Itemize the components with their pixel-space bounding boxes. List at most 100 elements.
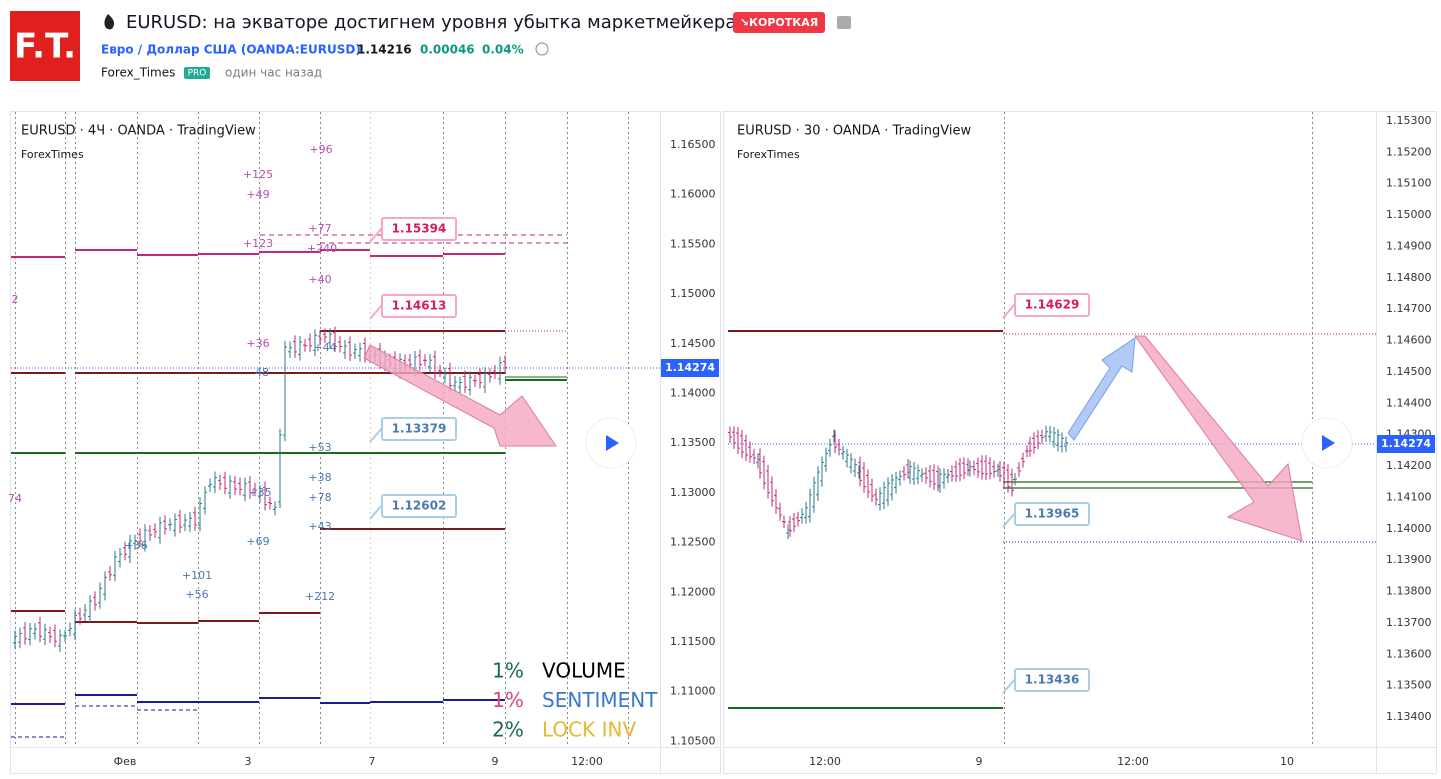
annotation: +53 bbox=[308, 441, 331, 454]
play-icon bbox=[606, 435, 619, 451]
arrow bbox=[363, 344, 557, 447]
level-label: 1.13379 bbox=[392, 422, 447, 436]
annotation: +36 bbox=[246, 337, 269, 350]
pro-badge bbox=[184, 67, 210, 79]
price-tick: 1.15000 bbox=[1386, 208, 1432, 221]
price-tick: 1.15000 bbox=[670, 287, 716, 300]
legend-name: SENTIMENT bbox=[542, 688, 658, 712]
level-pointer bbox=[369, 227, 383, 243]
annotation: +77 bbox=[308, 222, 331, 235]
level-label: 1.14629 bbox=[1025, 298, 1080, 312]
arrow bbox=[1134, 335, 1303, 542]
annotation: +240 bbox=[307, 242, 337, 255]
symbol-link[interactable]: Евро / Доллар США (OANDA:EURUSD) bbox=[101, 43, 361, 57]
annotation: 48 bbox=[255, 366, 269, 379]
level-label: 1.13436 bbox=[1025, 673, 1080, 687]
level-pointer bbox=[1002, 678, 1016, 694]
lock-icon bbox=[837, 16, 851, 29]
author[interactable]: Forex_Times bbox=[101, 66, 175, 80]
annotation: +212 bbox=[305, 590, 335, 603]
time-tick: 12:00 bbox=[1117, 755, 1149, 768]
price-tick: 1.11500 bbox=[670, 635, 716, 648]
price-tick: 1.13900 bbox=[1386, 553, 1432, 566]
price-tick: 1.14200 bbox=[1386, 459, 1432, 472]
legend-pct: 1% bbox=[492, 659, 524, 683]
current-price-box bbox=[1377, 435, 1435, 453]
level-pointer bbox=[1002, 303, 1016, 319]
flame-icon bbox=[104, 14, 115, 30]
time-tick: 12:00 bbox=[571, 755, 603, 768]
price-tick: 1.13600 bbox=[1386, 647, 1432, 660]
legend-name: LOCK INV bbox=[542, 718, 636, 742]
price-tick: 1.13500 bbox=[670, 436, 716, 449]
level-label-box bbox=[381, 417, 457, 441]
right-subtitle: ForexTimes bbox=[737, 148, 800, 161]
arrow bbox=[1067, 337, 1136, 441]
level-pointer bbox=[369, 504, 383, 520]
price-tick: 1.15100 bbox=[1386, 177, 1432, 190]
time-tick: Фев bbox=[114, 755, 137, 768]
price-tick: 1.16000 bbox=[670, 188, 716, 201]
annotation: +125 bbox=[243, 168, 273, 181]
idea-title: EURUSD: на экваторе достигнем уровня убы… bbox=[126, 12, 742, 33]
price-tick: 1.13800 bbox=[1386, 585, 1432, 598]
time-tick: 7 bbox=[369, 755, 376, 768]
time-tick: 12:00 bbox=[809, 755, 841, 768]
level-label-box bbox=[381, 217, 457, 241]
annotation: +36 bbox=[124, 539, 147, 552]
price: 1.14216 bbox=[357, 43, 412, 57]
price-tick: 1.16500 bbox=[670, 138, 716, 151]
price-tick: 1.11000 bbox=[670, 685, 716, 698]
time-tick: 9 bbox=[976, 755, 983, 768]
play-icon bbox=[1322, 435, 1335, 451]
level-label: 1.15394 bbox=[392, 222, 447, 236]
annotation: +35 bbox=[248, 486, 271, 499]
price-tick: 1.12000 bbox=[670, 585, 716, 598]
time-tick: 3 bbox=[245, 755, 252, 768]
annotation: +78 bbox=[308, 491, 331, 504]
level-label-box bbox=[1014, 293, 1090, 317]
alert-icon[interactable] bbox=[535, 42, 549, 56]
right-title: EURUSD · 30 · OANDA · TradingView bbox=[737, 124, 971, 139]
annotation: +56 bbox=[185, 588, 208, 601]
time-tick: 9 bbox=[492, 755, 499, 768]
price-tick: 1.14900 bbox=[1386, 239, 1432, 252]
annotation: +101 bbox=[182, 569, 212, 582]
left-subtitle: ForexTimes bbox=[21, 148, 84, 161]
pro-text: PRO bbox=[188, 69, 207, 79]
price-tick: 1.13400 bbox=[1386, 710, 1432, 723]
price-tick: 1.14800 bbox=[1386, 271, 1432, 284]
price-tick: 1.13000 bbox=[670, 486, 716, 499]
annotation: +49 bbox=[246, 188, 269, 201]
price-tick: 1.14700 bbox=[1386, 302, 1432, 315]
level-label: 1.14613 bbox=[392, 299, 447, 313]
logo-text: F.T. bbox=[14, 27, 76, 67]
legend-name: VOLUME bbox=[542, 659, 626, 683]
price-tick: 1.14100 bbox=[1386, 490, 1432, 503]
level-label-box bbox=[381, 294, 457, 318]
annotation: 74 bbox=[8, 492, 22, 505]
annotation: 2 bbox=[12, 293, 19, 306]
level-label: 1.12602 bbox=[392, 499, 447, 513]
price-tick: 1.14000 bbox=[1386, 522, 1432, 535]
price-tick: 1.14500 bbox=[1386, 365, 1432, 378]
price-tick: 1.13700 bbox=[1386, 616, 1432, 629]
price-tick: 1.10500 bbox=[670, 734, 716, 747]
time-ago: один час назад bbox=[225, 66, 322, 80]
change: 0.00046 bbox=[420, 43, 475, 57]
price-tick: 1.14400 bbox=[1386, 396, 1432, 409]
logo-box[interactable] bbox=[10, 11, 80, 81]
current-price-box bbox=[661, 359, 719, 377]
level-label-box bbox=[1014, 668, 1090, 692]
level-pointer bbox=[369, 304, 383, 320]
level-label-box bbox=[381, 494, 457, 518]
short-badge bbox=[733, 12, 825, 33]
price-tick: 1.15300 bbox=[1386, 114, 1432, 127]
price-tick: 1.14500 bbox=[670, 337, 716, 350]
price-tick: 1.15200 bbox=[1386, 145, 1432, 158]
legend-pct: 2% bbox=[492, 718, 524, 742]
annotation: +69 bbox=[246, 535, 269, 548]
level-pointer bbox=[369, 427, 383, 443]
legend-pct: 1% bbox=[492, 688, 524, 712]
